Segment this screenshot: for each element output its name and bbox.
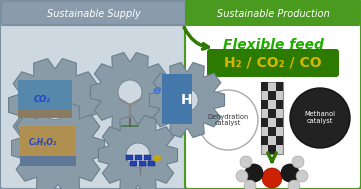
- Text: e⁻: e⁻: [152, 152, 168, 164]
- Circle shape: [118, 80, 142, 104]
- Circle shape: [290, 88, 350, 148]
- Circle shape: [281, 164, 299, 182]
- Text: Dehydration
catalyst: Dehydration catalyst: [207, 114, 249, 126]
- FancyBboxPatch shape: [20, 126, 76, 166]
- Bar: [261, 118, 268, 127]
- Bar: [139, 161, 146, 166]
- Text: Flexible feed: Flexible feed: [223, 38, 323, 52]
- Bar: [276, 82, 283, 91]
- Bar: [135, 155, 142, 160]
- Bar: [144, 155, 151, 160]
- FancyBboxPatch shape: [0, 0, 187, 189]
- Text: H₂ / CO₂ / CO: H₂ / CO₂ / CO: [224, 56, 322, 70]
- Bar: [261, 82, 283, 154]
- Text: Sustainable Production: Sustainable Production: [217, 9, 329, 19]
- Circle shape: [244, 180, 256, 189]
- Circle shape: [240, 156, 252, 168]
- Bar: [148, 161, 155, 166]
- Circle shape: [40, 91, 69, 119]
- Bar: [276, 136, 283, 145]
- Circle shape: [44, 134, 73, 162]
- Polygon shape: [9, 59, 101, 151]
- Bar: [130, 161, 137, 166]
- Polygon shape: [12, 101, 104, 189]
- Bar: [276, 100, 283, 109]
- FancyBboxPatch shape: [185, 0, 361, 189]
- Text: CₓHᵧO₂: CₓHᵧO₂: [29, 139, 57, 147]
- Bar: [276, 118, 283, 127]
- FancyBboxPatch shape: [162, 74, 192, 124]
- Circle shape: [288, 180, 300, 189]
- Text: e⁻: e⁻: [152, 84, 168, 97]
- Circle shape: [292, 156, 304, 168]
- Circle shape: [236, 170, 248, 182]
- Circle shape: [262, 168, 282, 188]
- Bar: [268, 91, 276, 100]
- Polygon shape: [91, 53, 170, 132]
- Circle shape: [296, 170, 308, 182]
- Bar: [268, 145, 276, 154]
- Bar: [268, 109, 276, 118]
- Bar: [261, 100, 268, 109]
- FancyBboxPatch shape: [207, 49, 339, 77]
- FancyBboxPatch shape: [18, 110, 72, 118]
- Circle shape: [176, 89, 198, 111]
- FancyBboxPatch shape: [1, 1, 186, 25]
- FancyBboxPatch shape: [18, 80, 72, 118]
- Text: Sustainable Supply: Sustainable Supply: [47, 9, 141, 19]
- Bar: [268, 127, 276, 136]
- Circle shape: [126, 143, 150, 167]
- Polygon shape: [99, 115, 178, 189]
- Circle shape: [245, 164, 263, 182]
- Text: CO₂: CO₂: [34, 95, 51, 105]
- Polygon shape: [149, 63, 225, 138]
- Bar: [261, 82, 268, 91]
- FancyBboxPatch shape: [186, 1, 360, 25]
- Text: Methanol
catalyst: Methanol catalyst: [304, 112, 335, 125]
- Bar: [126, 155, 133, 160]
- Bar: [261, 136, 268, 145]
- FancyBboxPatch shape: [20, 156, 76, 166]
- Text: H: H: [181, 93, 193, 107]
- Circle shape: [198, 90, 258, 150]
